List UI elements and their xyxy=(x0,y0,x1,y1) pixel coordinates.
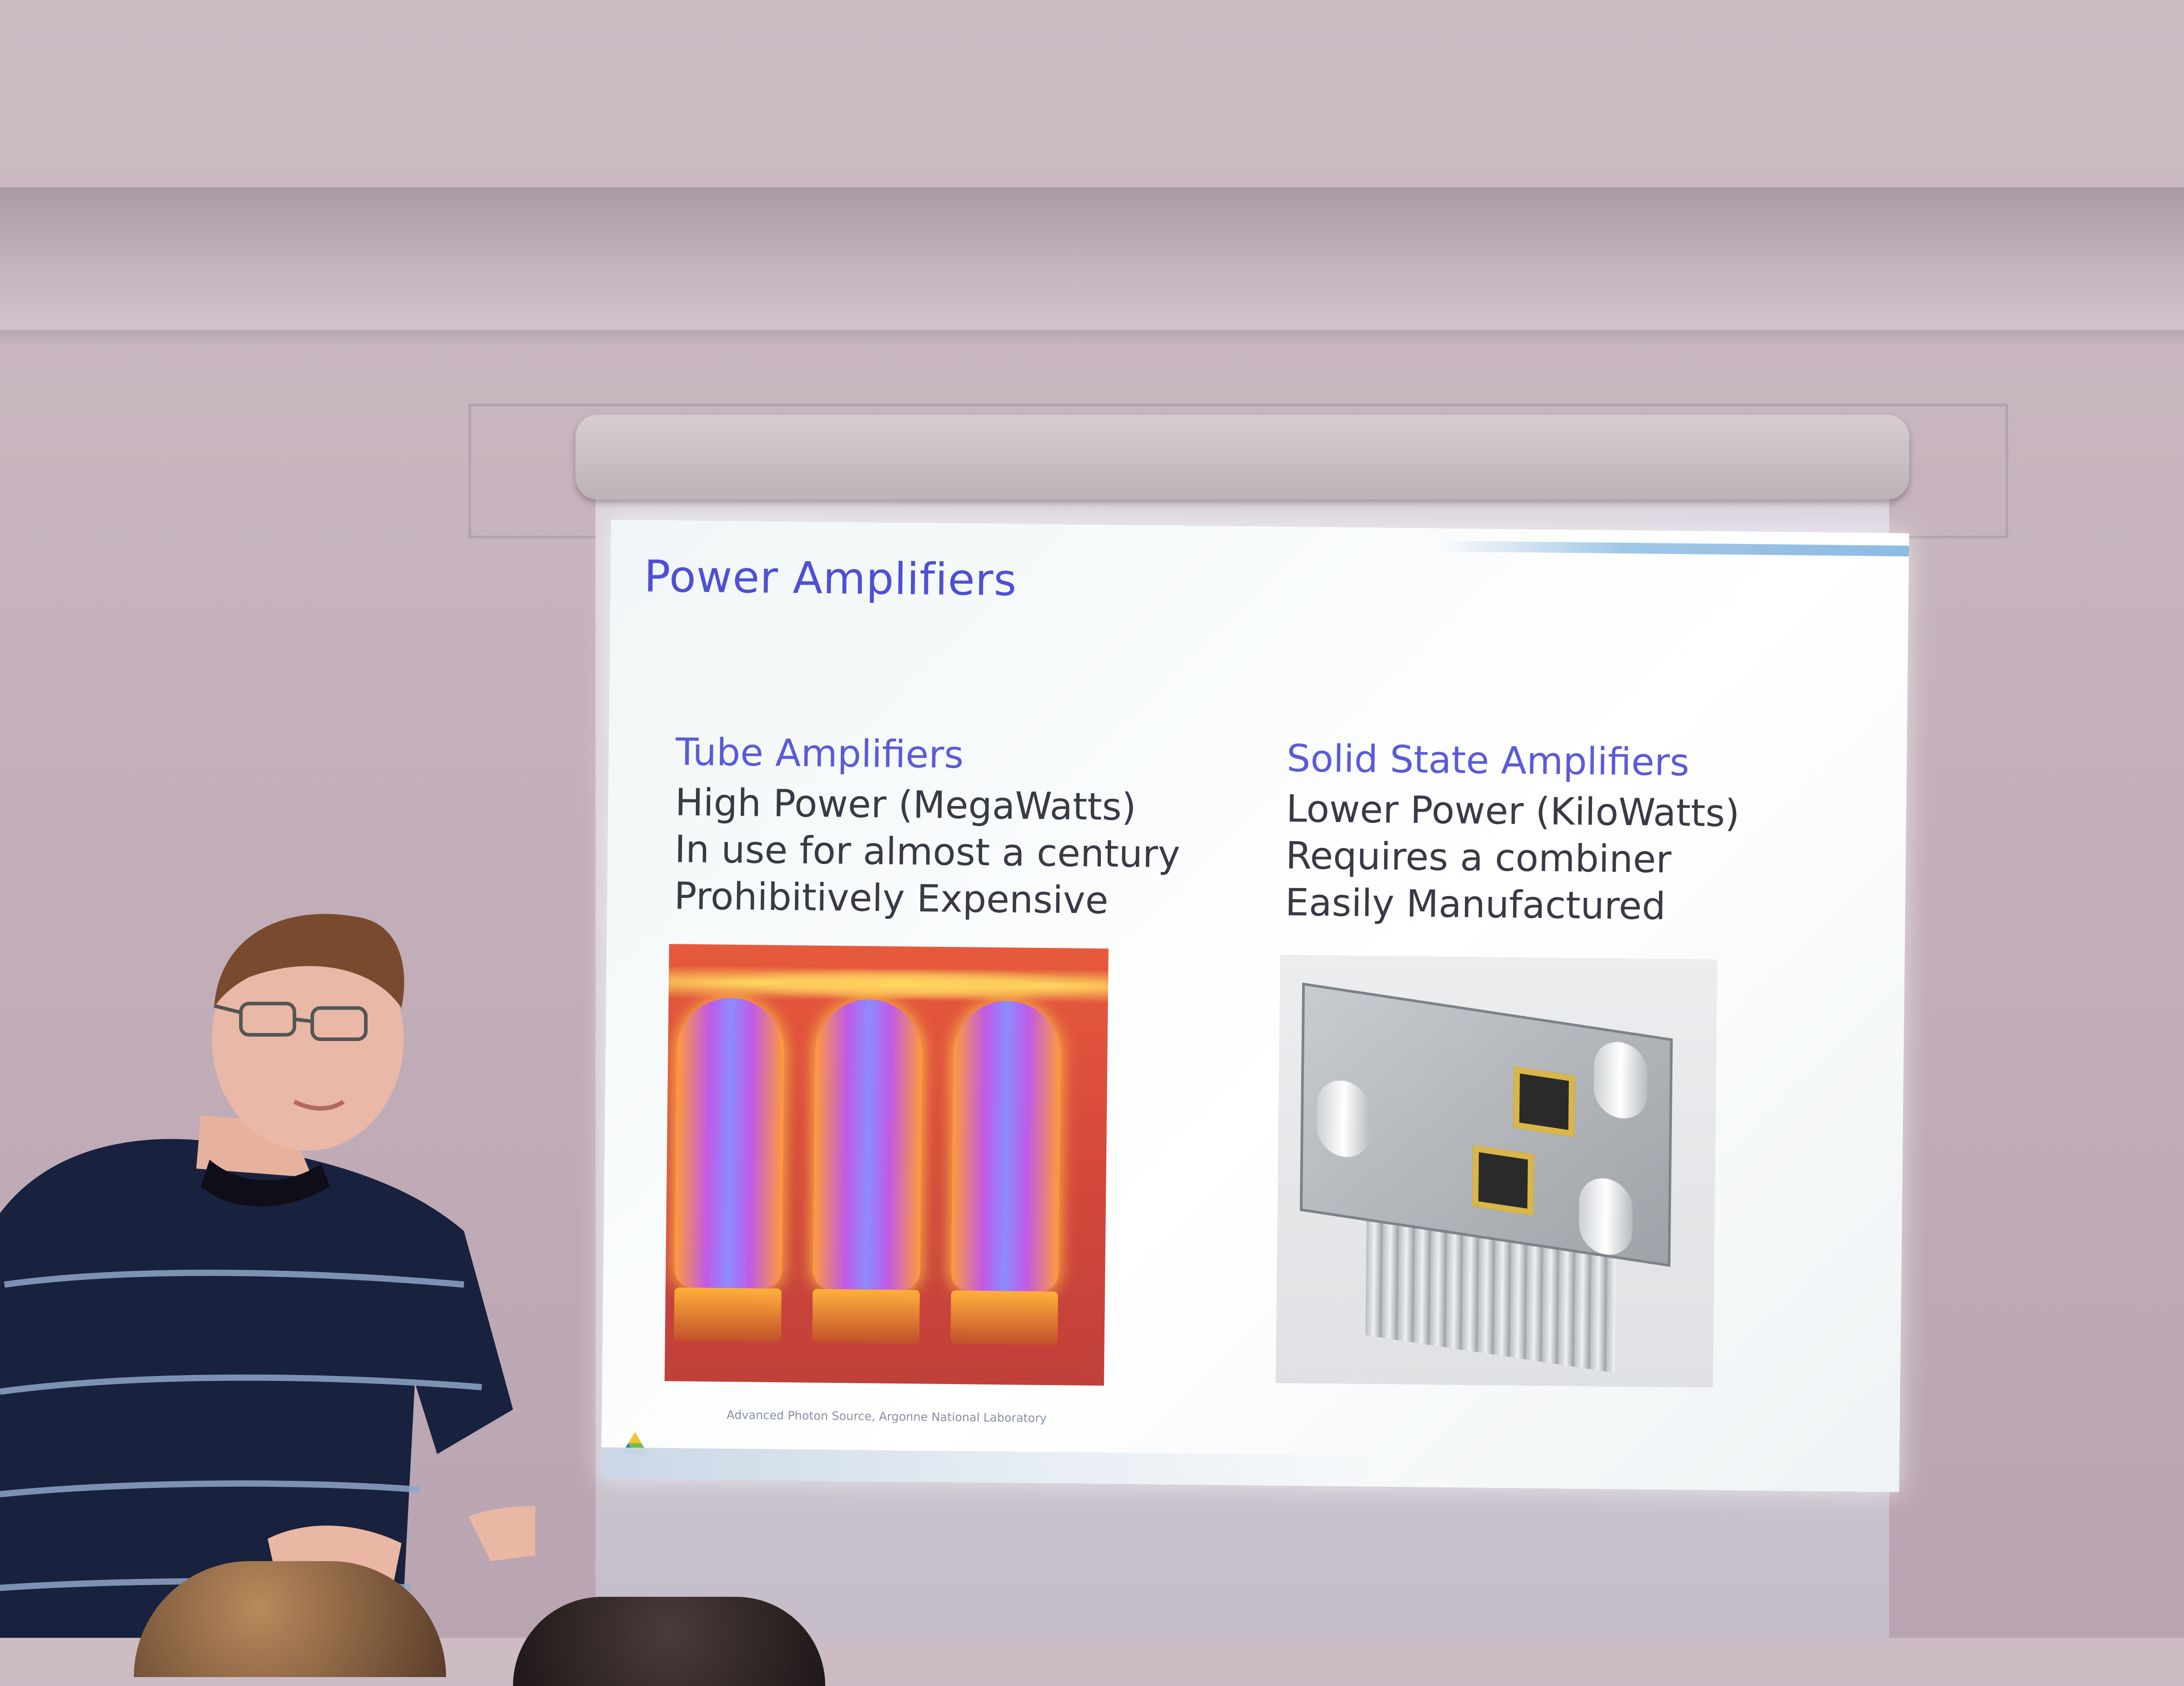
vacuum-tube xyxy=(951,1000,1061,1292)
presenter xyxy=(0,914,535,1638)
projected-slide: Power Amplifiers Tube Amplifiers High Po… xyxy=(601,520,1909,1492)
vacuum-tube xyxy=(812,999,923,1290)
bullet-line: Easily Manufactured xyxy=(1285,880,1666,928)
capacitor xyxy=(1593,1038,1648,1122)
transistor xyxy=(1472,1145,1535,1216)
vacuum-tube xyxy=(674,997,785,1289)
solid-state-amplifier-photo xyxy=(1275,955,1717,1388)
solid-state-amplifiers-column: Solid State Amplifiers Lower Power (Kilo… xyxy=(1285,736,1741,931)
tube-base xyxy=(674,1287,782,1343)
transistor xyxy=(1513,1066,1576,1137)
capacitor xyxy=(1578,1174,1633,1259)
ceiling-beam xyxy=(0,187,2184,335)
screen-housing xyxy=(575,415,1909,500)
bullet-line: High Power (MegaWatts) xyxy=(674,780,1137,829)
vacuum-tube-photo xyxy=(664,944,1109,1386)
column-heading: Tube Amplifiers xyxy=(675,730,964,777)
slide-header-bar xyxy=(1436,541,1909,557)
circuit-board xyxy=(1299,982,1673,1267)
column-heading: Solid State Amplifiers xyxy=(1286,736,1690,785)
slide-title: Power Amplifiers xyxy=(644,551,1018,606)
audience-member-head xyxy=(513,1597,825,1686)
bullet-line: Requires a combiner xyxy=(1285,833,1672,881)
bullet-line: Prohibitively Expensive xyxy=(674,874,1109,922)
capacitor xyxy=(1316,1077,1371,1161)
ceiling-edge xyxy=(0,330,2184,348)
tube-base xyxy=(950,1290,1058,1345)
image-credit: Advanced Photon Source, Argonne National… xyxy=(726,1408,1047,1426)
bullet-line: In use for almost a century xyxy=(674,827,1181,876)
tube-base xyxy=(812,1289,920,1344)
bullet-line: Lower Power (KiloWatts) xyxy=(1286,786,1740,835)
tube-amplifiers-column: Tube Amplifiers High Power (MegaWatts) I… xyxy=(674,730,1182,925)
